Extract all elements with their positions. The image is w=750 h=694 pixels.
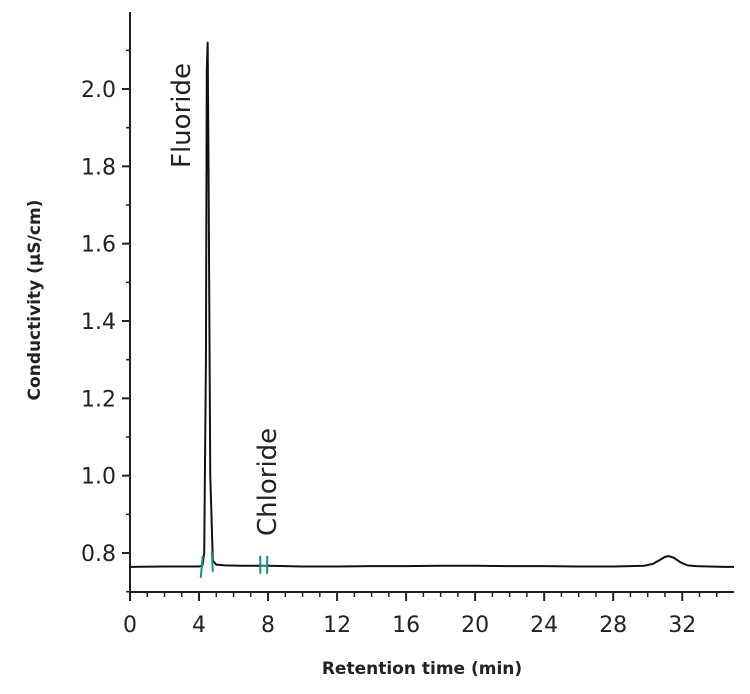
series-layer: [129, 41, 734, 568]
x-tick-label: 12: [323, 613, 351, 638]
x-tick-label: 24: [530, 613, 558, 638]
y-axis-title: Conductivity (µS/cm): [25, 200, 45, 401]
y-tick-label: 1.2: [81, 387, 116, 412]
fluoride-start-marker: [199, 555, 204, 578]
y-tick-label: 0.8: [81, 542, 116, 567]
y-tick-label: 1.6: [81, 233, 116, 258]
fluoride-end-marker: [210, 551, 214, 572]
x-tick-label: 8: [261, 613, 275, 638]
x-tick-label: 20: [461, 613, 489, 638]
x-tick-label: 16: [392, 613, 420, 638]
x-tick-label: 28: [599, 613, 627, 638]
peak-labels: Fluoride Chloride: [167, 63, 283, 536]
integration-markers: [199, 551, 269, 578]
y-tick-label: 1.8: [81, 155, 116, 180]
x-axis-title: Retention time (min): [322, 659, 522, 679]
y-tick-label: 1.4: [81, 310, 116, 335]
chloride-label: Chloride: [253, 428, 283, 536]
x-axis: 0 4 8 12 16 20 24 28 32: [123, 591, 734, 638]
fluoride-label: Fluoride: [167, 63, 197, 168]
x-tick-label: 0: [123, 613, 137, 638]
x-tick-label: 32: [668, 613, 696, 638]
y-axis: 0.8 1.0 1.2 1.4 1.6 1.8 2.0: [81, 12, 131, 593]
y-tick-label: 1.0: [81, 465, 116, 490]
y-tick-label: 2.0: [81, 78, 116, 103]
conductivity-trace: [129, 41, 734, 568]
x-tick-label: 4: [192, 613, 206, 638]
